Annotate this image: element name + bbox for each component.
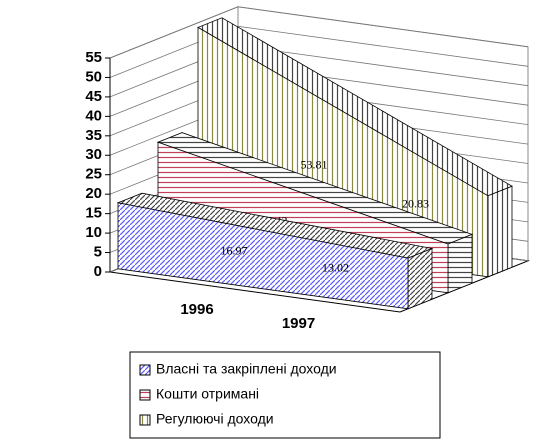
y-tick-label: 10: [85, 224, 102, 241]
y-tick-label: 50: [85, 68, 102, 85]
area: [117, 202, 409, 310]
grid-line: [109, 25, 529, 78]
value-label: 20.83: [402, 196, 429, 210]
x-tick-label: 1996: [180, 301, 213, 318]
y-tick-label: 30: [85, 146, 102, 163]
area-side: [487, 185, 513, 278]
y-tick-label: 20: [85, 185, 102, 202]
legend-swatch: [139, 389, 151, 401]
y-tick-label: 55: [85, 49, 102, 66]
legend-box: [129, 351, 441, 439]
legend-label: Регулюючі доходи: [156, 411, 274, 427]
y-tick-label: 0: [94, 263, 102, 280]
y-tick-label: 25: [85, 166, 102, 183]
y-tick-label: 40: [85, 107, 102, 124]
y-tick-label: 15: [85, 205, 102, 222]
x-tick-label: 1997: [282, 315, 315, 332]
legend-swatch: [139, 414, 151, 426]
grid-line: [109, 6, 529, 59]
legend-swatch: [139, 364, 151, 376]
value-label: 53.81: [301, 158, 328, 172]
area-side: [447, 233, 473, 294]
area-side: [407, 247, 433, 310]
legend-label: Кошти отримані: [156, 386, 259, 402]
y-tick-label: 35: [85, 127, 102, 144]
y-tick-label: 45: [85, 88, 102, 105]
legend-label: Власні та закріплені доходи: [156, 361, 337, 377]
y-tick-label: 5: [94, 244, 102, 261]
value-label: 16.97: [221, 244, 248, 258]
value-label: 13.02: [322, 261, 349, 275]
